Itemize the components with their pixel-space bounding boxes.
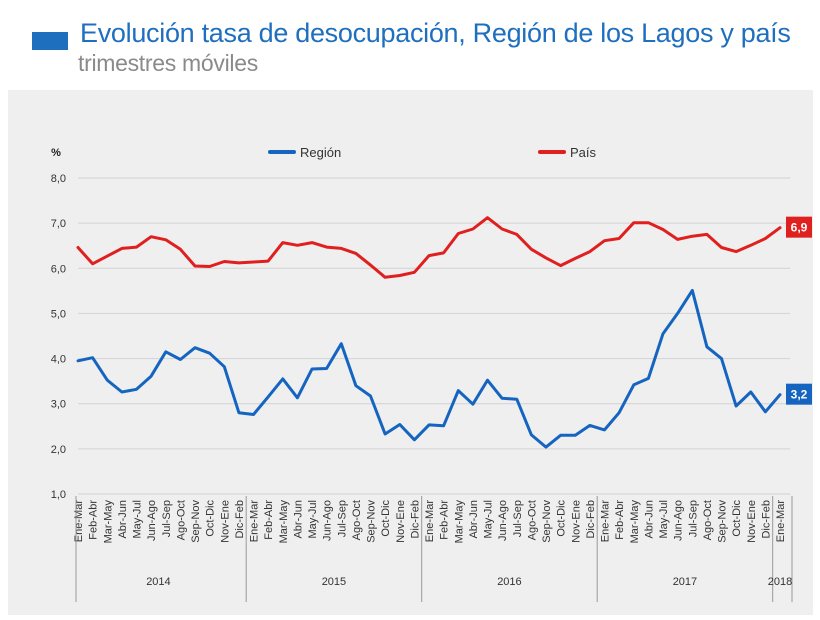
x-tick-label: Ene-Mar	[600, 500, 612, 543]
x-tick-label: Mar-May	[278, 500, 290, 544]
x-tick-label: Abr-Jun	[292, 500, 304, 539]
x-tick-label: May-Jul	[483, 500, 495, 539]
y-tick-label: 4,0	[51, 354, 66, 366]
x-tick-label: Nov-Ene	[570, 500, 582, 543]
end-value-label: 6,9	[791, 221, 808, 235]
year-label: 2018	[768, 576, 792, 588]
x-tick-label: Feb-Abr	[439, 500, 451, 540]
year-label: 2015	[322, 576, 346, 588]
year-label: 2017	[673, 576, 697, 588]
x-tick-label: Jun-Ago	[497, 500, 509, 541]
y-tick-label: 8,0	[51, 173, 66, 185]
x-tick-label: Oct-Dic	[205, 500, 217, 537]
year-label: 2014	[146, 576, 170, 588]
x-tick-label: May-Jul	[307, 500, 319, 539]
x-tick-label: Ago-Oct	[351, 500, 363, 540]
x-tick-label: Ene-Mar	[73, 500, 85, 543]
x-tick-label: May-Jul	[658, 500, 670, 539]
x-tick-label: Ago-Oct	[175, 500, 187, 540]
x-tick-label: Dic-Feb	[234, 500, 246, 539]
x-tick-label: May-Jul	[132, 500, 144, 539]
chart-area: 1,0 2,0 3,0 4,0 5,0 6,0 7,0 8,0% Ene-Mar Feb-Abr M…	[8, 90, 813, 615]
end-value-badge	[786, 383, 812, 405]
x-tick-label: Nov-Ene	[746, 500, 758, 543]
x-tick-label: Abr-Jun	[117, 500, 129, 539]
end-value-label: 3,2	[791, 388, 808, 402]
x-tick-label: Dic-Feb	[585, 500, 597, 539]
legend-label: País	[570, 145, 597, 160]
x-tick-label: Mar-May	[629, 500, 641, 544]
line-chart: 1,02,03,04,05,06,07,08,0%Ene-Mar Feb-Abr M…	[51, 145, 812, 602]
x-tick-label: Ene-Mar	[249, 500, 261, 543]
x-tick-label: Nov-Ene	[219, 500, 231, 543]
x-tick-label: Ago-Oct	[702, 500, 714, 540]
x-tick-label: Dic-Feb	[409, 500, 421, 539]
legend-label: Región	[300, 145, 341, 160]
x-tick-label: Oct-Dic	[731, 500, 743, 537]
x-tick-label: Oct-Dic	[380, 500, 392, 537]
x-tick-label: Abr-Jun	[468, 500, 480, 539]
year-label: 2016	[497, 576, 521, 588]
x-tick-label: Ene-Mar	[424, 500, 436, 543]
x-tick-label: Jun-Ago	[673, 500, 685, 541]
x-tick-label: Abr-Jun	[643, 500, 655, 539]
x-tick-label: Jun-Ago	[146, 500, 158, 541]
x-tick-label: Mar-May	[102, 500, 114, 544]
x-tick-label: Mar-May	[453, 500, 465, 544]
x-tick-label: Nov-Ene	[395, 500, 407, 543]
x-tick-label: Jun-Ago	[322, 500, 334, 541]
end-value-badge	[786, 216, 812, 238]
title-accent-bar	[32, 32, 68, 50]
y-tick-label: 1,0	[51, 489, 66, 501]
y-tick-label: 2,0	[51, 444, 66, 456]
x-tick-label: Jul-Sep	[687, 500, 699, 537]
x-tick-label: Feb-Abr	[88, 500, 100, 540]
x-tick-label: Sep-Nov	[190, 500, 202, 543]
chart-title: Evolución tasa de desocupación, Región d…	[80, 18, 791, 48]
x-tick-label: Sep-Nov	[366, 500, 378, 543]
series-line	[76, 288, 782, 449]
x-tick-label: Jul-Sep	[161, 500, 173, 537]
x-tick-label: Ene-Mar	[775, 500, 787, 543]
x-tick-label: Ago-Oct	[526, 500, 538, 540]
x-tick-label: Dic-Feb	[760, 500, 772, 539]
x-tick-label: Sep-Nov	[541, 500, 553, 543]
x-tick-label: Sep-Nov	[717, 500, 729, 543]
series-line	[76, 216, 782, 279]
y-tick-label: 6,0	[51, 263, 66, 275]
y-axis-label: %	[51, 147, 61, 159]
y-tick-label: 7,0	[51, 218, 66, 230]
y-tick-label: 3,0	[51, 399, 66, 411]
x-tick-label: Feb-Abr	[263, 500, 275, 540]
x-tick-label: Jul-Sep	[512, 500, 524, 537]
chart-subtitle: trimestres móviles	[78, 50, 258, 76]
x-tick-label: Jul-Sep	[336, 500, 348, 537]
y-tick-label: 5,0	[51, 308, 66, 320]
x-tick-label: Feb-Abr	[614, 500, 626, 540]
x-tick-label: Oct-Dic	[556, 500, 568, 537]
